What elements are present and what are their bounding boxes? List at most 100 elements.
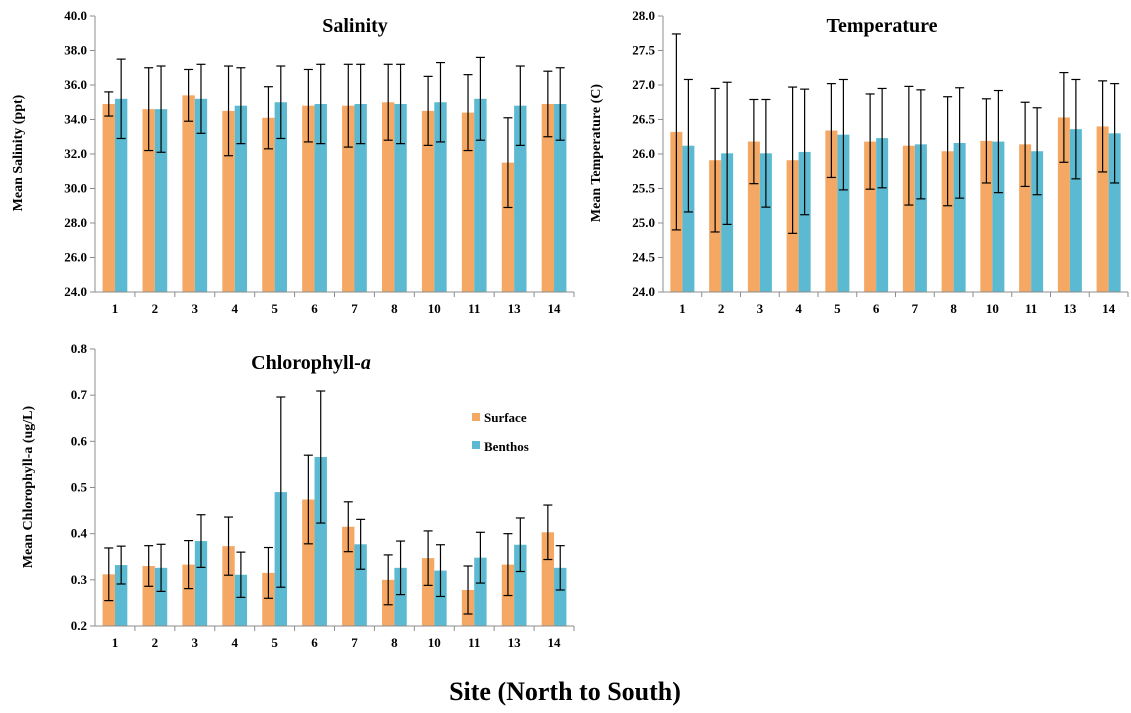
- salinity-error-bar-surface-site-5: [263, 86, 273, 150]
- legend-label-surface: Surface: [484, 410, 527, 425]
- chlorophyll-bar-benthos-site-14: [554, 567, 567, 626]
- temperature-bar-benthos-site-14: [1108, 133, 1121, 292]
- chlorophyll-bar-benthos-site-10: [434, 570, 447, 626]
- chlorophyll-error-bar-surface-site-6: [303, 454, 313, 545]
- legend-swatch-benthos: [472, 441, 480, 449]
- salinity-error-bar-benthos-site-14: [555, 67, 565, 141]
- chlorophyll-bar-benthos-site-3: [194, 541, 208, 626]
- salinity-bar-surface-site-14: [541, 103, 555, 292]
- salinity-chart: Salinity Mean Salinity (ppt) 24.0 26.0 28.…: [11, 8, 575, 316]
- temperature-x-tick-label: 14: [1102, 301, 1116, 316]
- temperature-x-tick-label: 13: [1063, 301, 1077, 316]
- chlorophyll-y-tick-label: 0.6: [71, 433, 88, 448]
- temperature-title: Temperature: [826, 15, 937, 37]
- salinity-bar-surface-site-8: [382, 102, 395, 292]
- chlorophyll-x-tick-label: 8: [391, 635, 398, 650]
- salinity-error-bar-benthos-site-7: [356, 63, 366, 145]
- salinity-bar-benthos-site-14: [554, 103, 567, 292]
- temperature-error-bar-benthos-site-8: [955, 87, 965, 199]
- temperature-x-tick-label: 6: [873, 301, 880, 316]
- temperature-error-bar-benthos-site-6: [877, 87, 887, 189]
- chlorophyll-error-bar-surface-site-10: [423, 530, 433, 586]
- salinity-x-tick-label: 3: [192, 301, 199, 316]
- temperature-bar-benthos-site-11: [1031, 151, 1044, 292]
- temperature-bar-surface-site-10: [980, 140, 993, 292]
- temperature-bar-benthos-site-7: [914, 144, 927, 292]
- salinity-y-tick-label: 34.0: [64, 112, 87, 127]
- salinity-y-tick-label: 30.0: [64, 181, 87, 196]
- legend: Surface Benthos: [472, 410, 529, 454]
- temperature-error-bar-benthos-site-13: [1071, 78, 1081, 180]
- chlorophyll-error-bar-surface-site-2: [144, 545, 154, 587]
- chlorophyll-error-bar-surface-site-4: [224, 516, 234, 576]
- chlorophyll-error-bar-surface-site-5: [263, 546, 273, 599]
- chlorophyll-error-bar-surface-site-11: [463, 565, 473, 615]
- chlorophyll-bar-surface-site-5: [262, 572, 275, 626]
- chlorophyll-error-bar-benthos-site-10: [435, 544, 445, 598]
- salinity-x-tick-label: 5: [271, 301, 278, 316]
- salinity-bar-surface-site-6: [302, 105, 315, 292]
- temperature-bar-surface-site-14: [1096, 126, 1109, 293]
- temperature-x-tick-label: 1: [679, 301, 686, 316]
- chlorophyll-bar-surface-site-2: [142, 565, 155, 626]
- temperature-error-bar-surface-site-11: [1020, 101, 1030, 188]
- salinity-bar-benthos-site-1: [114, 98, 128, 292]
- temperature-error-bar-surface-site-5: [826, 83, 836, 179]
- temperature-error-bar-benthos-site-3: [761, 98, 771, 208]
- chlorophyll-bar-benthos-site-2: [154, 567, 168, 626]
- temperature-y-tick-label: 25.0: [632, 215, 655, 230]
- chlorophyll-bar-benthos-site-13: [514, 544, 527, 626]
- temperature-error-bar-surface-site-10: [981, 98, 991, 184]
- temperature-error-bar-surface-site-6: [865, 93, 875, 190]
- salinity-x-tick-label: 10: [428, 301, 441, 316]
- temperature-x-tick-label: 7: [912, 301, 919, 316]
- chlorophyll-bar-surface-site-4: [222, 546, 235, 626]
- temperature-error-bar-benthos-site-10: [993, 89, 1003, 194]
- chlorophyll-bars: [102, 390, 567, 626]
- chlorophyll-bar-surface-site-10: [421, 558, 435, 626]
- temperature-bar-benthos-site-1: [682, 145, 695, 292]
- salinity-bar-benthos-site-10: [434, 102, 447, 292]
- chlorophyll-error-bar-benthos-site-3: [196, 514, 206, 568]
- temperature-bar-benthos-site-8: [953, 142, 966, 292]
- chlorophyll-error-bar-benthos-site-13: [515, 517, 525, 573]
- salinity-error-bar-benthos-site-6: [316, 63, 326, 145]
- salinity-x-tick-label: 2: [152, 301, 159, 316]
- chlorophyll-error-bar-benthos-site-5: [276, 396, 286, 588]
- salinity-x-tick-label: 1: [112, 301, 119, 316]
- temperature-chart: Temperature Mean Temperature (C) 24.024.…: [589, 8, 1129, 316]
- salinity-x-tick-label: 4: [231, 301, 238, 316]
- salinity-bar-surface-site-11: [461, 112, 475, 292]
- salinity-y-tick-label: 24.0: [64, 284, 87, 299]
- salinity-title: Salinity: [322, 15, 388, 37]
- salinity-bar-surface-site-5: [262, 117, 275, 293]
- chlorophyll-y-tick-label: 0.5: [71, 480, 88, 495]
- salinity-error-bar-benthos-site-3: [196, 63, 206, 134]
- salinity-error-bar-benthos-site-1: [116, 58, 126, 140]
- temperature-x-tick-label: 5: [834, 301, 841, 316]
- chlorophyll-title: Chlorophyll-a: [251, 352, 371, 374]
- salinity-bar-surface-site-10: [421, 110, 435, 292]
- chlorophyll-bar-benthos-site-11: [474, 557, 487, 626]
- salinity-x-tick-label: 13: [508, 301, 522, 316]
- temperature-error-bar-surface-site-3: [749, 98, 759, 185]
- salinity-error-bar-surface-site-10: [423, 75, 433, 146]
- temperature-bar-benthos-site-6: [876, 138, 889, 292]
- salinity-error-bar-benthos-site-13: [515, 65, 525, 146]
- chlorophyll-error-bar-benthos-site-6: [316, 390, 326, 524]
- salinity-error-bar-surface-site-8: [383, 63, 393, 141]
- temperature-y-axis-label: Mean Temperature (C): [589, 84, 604, 222]
- salinity-error-bar-surface-site-2: [144, 67, 154, 152]
- chlorophyll-y-axis-label: Mean Chlorophyll-a (ug/L): [21, 406, 36, 569]
- chlorophyll-error-bar-surface-site-7: [343, 501, 353, 553]
- chlorophyll-error-bar-benthos-site-11: [475, 531, 485, 584]
- chlorophyll-x-tick-label: 2: [152, 635, 159, 650]
- chlorophyll-y-tick-label: 0.3: [71, 572, 88, 587]
- salinity-error-bar-surface-site-11: [463, 74, 473, 152]
- salinity-x-tick-label: 7: [351, 301, 358, 316]
- temperature-error-bar-benthos-site-2: [722, 81, 732, 225]
- temperature-bars: [670, 33, 1121, 293]
- salinity-y-tick-label: 40.0: [64, 8, 87, 23]
- chlorophyll-bar-benthos-site-8: [394, 567, 407, 626]
